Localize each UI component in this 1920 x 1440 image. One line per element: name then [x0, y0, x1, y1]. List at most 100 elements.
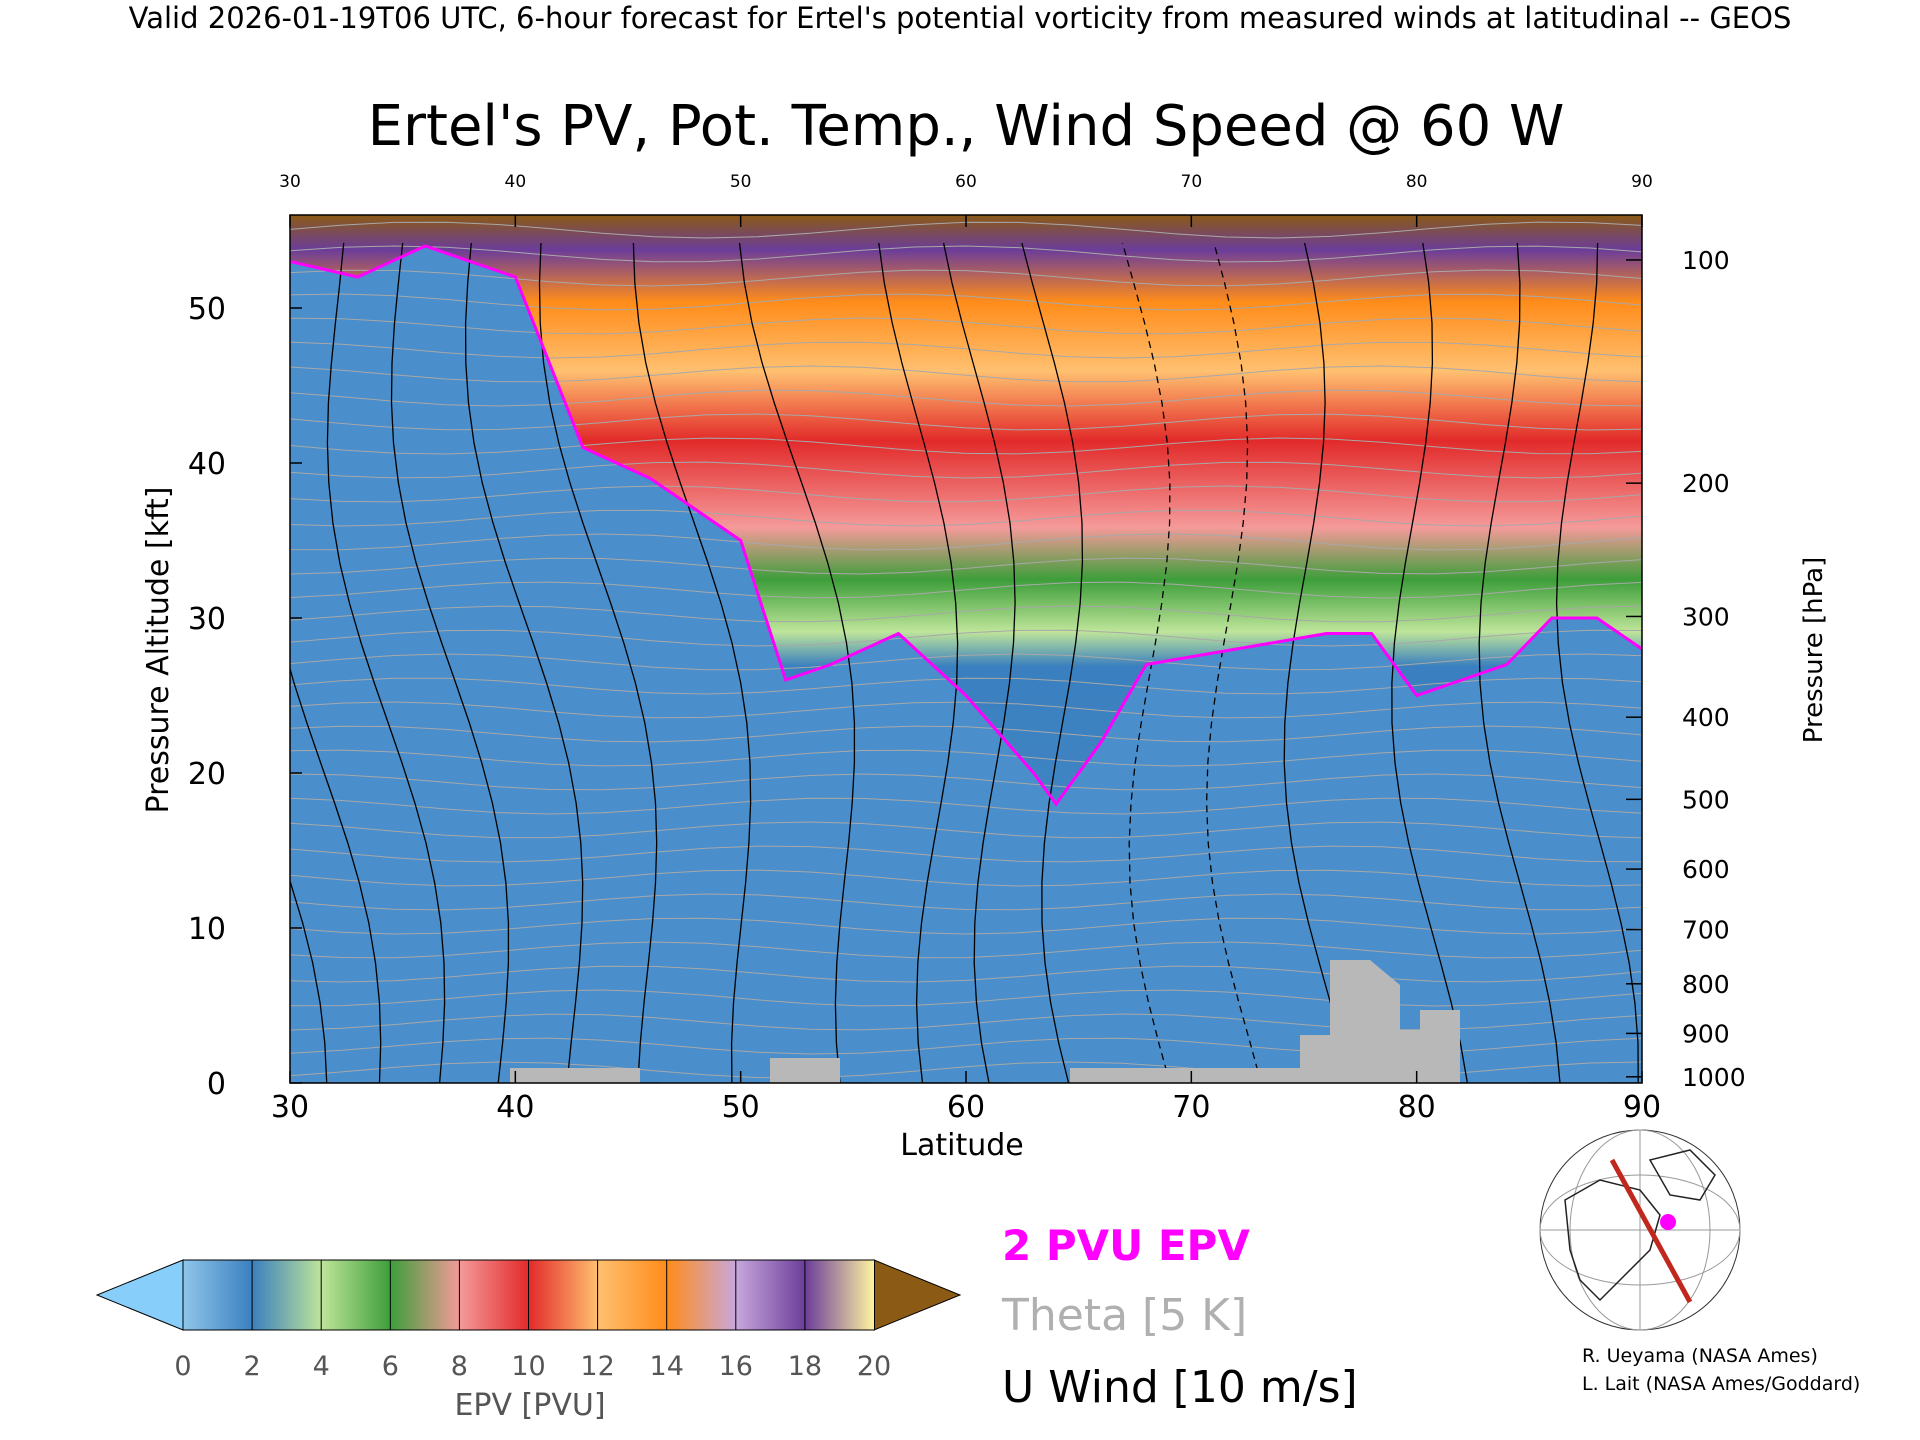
colorbar-segment — [666, 1259, 737, 1331]
x-tick-label: 70 — [1172, 1090, 1210, 1125]
theta-contour-line — [290, 677, 1642, 695]
axis-ticks: 30 30 40 40 50 50 60 60 70 70 80 80 90 90 0 10 20 30 40 50 — [188, 172, 1661, 1125]
theta-contour-line — [290, 845, 1642, 863]
colorbar-segment — [528, 1259, 599, 1331]
theta-contour-line — [290, 989, 1642, 1007]
theta-contour-line — [290, 365, 1642, 383]
theta-contour-line — [290, 461, 1642, 479]
u-wind-contour-line — [464, 242, 584, 1083]
colorbar-tick-label: 6 — [382, 1351, 399, 1382]
theta-contour-line — [290, 581, 1642, 599]
theta-contour-line — [290, 245, 1642, 263]
colorbar-under-arrow — [95, 1259, 184, 1331]
colorbar-over-arrow — [873, 1259, 962, 1331]
theta-contour-line — [290, 701, 1642, 719]
u-wind-contour-line — [1021, 242, 1084, 1083]
u-wind-contour-line — [632, 242, 760, 1083]
colorbar-label: EPV [PVU] — [454, 1388, 605, 1423]
colorbar-tick-label: 10 — [511, 1351, 545, 1382]
legend-theta: Theta [5 K] — [1001, 1290, 1247, 1341]
theta-contour-line — [290, 1013, 1642, 1031]
colorbar-tick-label: 16 — [719, 1351, 753, 1382]
x-top-tick-label: 90 — [1631, 172, 1653, 192]
pressure-tick-label: 100 — [1682, 246, 1730, 275]
theta-contour-line — [290, 749, 1642, 767]
theta-contour-line — [290, 917, 1642, 935]
colorbar-tick-label: 18 — [788, 1351, 822, 1382]
u-wind-contours — [290, 242, 1639, 1083]
credit-2: L. Lait (NASA Ames/Goddard) — [1582, 1373, 1860, 1395]
theta-contour-line — [290, 557, 1642, 575]
theta-contour-line — [290, 485, 1642, 503]
theta-contour-line — [290, 893, 1642, 911]
y-axis-title: Pressure Altitude [kft] — [141, 487, 176, 814]
x-top-tick-label: 40 — [505, 172, 527, 192]
theta-contour-line — [290, 797, 1642, 815]
theta-contour-line — [290, 509, 1642, 527]
u-wind-contour-line — [1555, 242, 1639, 1083]
theta-contour-line — [290, 821, 1642, 839]
x-tick-label: 30 — [271, 1090, 309, 1125]
x-tick-label: 40 — [496, 1090, 534, 1125]
legend-u-wind: U Wind [10 m/s] — [1002, 1362, 1358, 1413]
theta-contour-line — [290, 341, 1642, 359]
colorbar-tick-label: 4 — [313, 1351, 330, 1382]
colorbar-segment — [389, 1259, 461, 1331]
troposphere-low-pv-field — [290, 246, 1642, 1083]
u-wind-contour-line — [538, 242, 660, 1083]
u-wind-contour-line — [942, 242, 1016, 1083]
u-wind-contour-line — [390, 242, 510, 1083]
y-tick-label: 0 — [207, 1067, 226, 1102]
pressure-tick-label: 400 — [1682, 703, 1730, 732]
colorbar-segment — [735, 1259, 806, 1331]
pressure-tick-label: 1000 — [1682, 1063, 1746, 1092]
theta-contour-line — [290, 629, 1642, 647]
colorbar-segment — [804, 1259, 876, 1331]
pressure-tick-label: 500 — [1682, 785, 1730, 814]
colorbar-tick-label: 8 — [451, 1351, 468, 1382]
pressure-tick-label: 900 — [1682, 1019, 1730, 1048]
u-wind-contour-line — [1121, 242, 1171, 1083]
theta-contour-line — [290, 773, 1642, 791]
theta-contour-line — [290, 605, 1642, 623]
chart-title: Ertel's PV, Pot. Temp., Wind Speed @ 60 … — [368, 94, 1565, 159]
theta-contour-line — [290, 221, 1642, 239]
pressure-tick-label: 800 — [1682, 970, 1730, 999]
x-tick-label: 90 — [1623, 1090, 1661, 1125]
u-wind-contour-line — [290, 879, 328, 1083]
y-tick-label: 40 — [188, 447, 226, 482]
theta-contour-line — [290, 941, 1642, 959]
x-top-tick-label: 30 — [279, 172, 301, 192]
track-marker — [1660, 1214, 1676, 1230]
u-wind-contour-line — [1391, 242, 1469, 1083]
colorbar-segment — [251, 1259, 323, 1331]
inset-map — [1539, 1129, 1741, 1331]
colorbar-segment — [320, 1259, 392, 1331]
theta-contour-line — [290, 389, 1642, 407]
pressure-axis-title: Pressure [hPa] — [1799, 557, 1829, 744]
theta-contour-line — [290, 653, 1642, 671]
cross-section-track — [1609, 1158, 1693, 1304]
valid-time-header: Valid 2026-01-19T06 UTC, 6-hour forecast… — [129, 1, 1792, 35]
theta-contour-line — [290, 437, 1642, 455]
x-top-tick-label: 60 — [955, 172, 977, 192]
two-pvu-contour — [290, 244, 1642, 807]
theta-contours — [290, 221, 1642, 1079]
colorbar-tick-label: 14 — [650, 1351, 684, 1382]
u-wind-contour-line — [1283, 242, 1352, 1083]
theta-contour-line — [290, 317, 1642, 335]
pressure-tick-label: 600 — [1682, 855, 1730, 884]
u-wind-contour-line — [1478, 242, 1561, 1083]
u-wind-contour-line — [878, 242, 959, 1083]
credit-1: R. Ueyama (NASA Ames) — [1582, 1345, 1818, 1367]
x-top-tick-label: 50 — [730, 172, 752, 192]
u-wind-contour-line — [1205, 242, 1262, 1083]
colorbar-segment — [458, 1259, 530, 1331]
pressure-axis-ticks: 100 200 300 400 500 600 700 800 900 1000 — [1626, 246, 1746, 1092]
theta-contour-line — [290, 269, 1642, 287]
colorbar-segment — [182, 1259, 254, 1331]
pv-colorbar: 0 2 4 6 8 10 12 14 16 18 20 — [95, 1259, 962, 1382]
colorbar-tick-label: 0 — [174, 1351, 191, 1382]
x-tick-label: 60 — [947, 1090, 985, 1125]
